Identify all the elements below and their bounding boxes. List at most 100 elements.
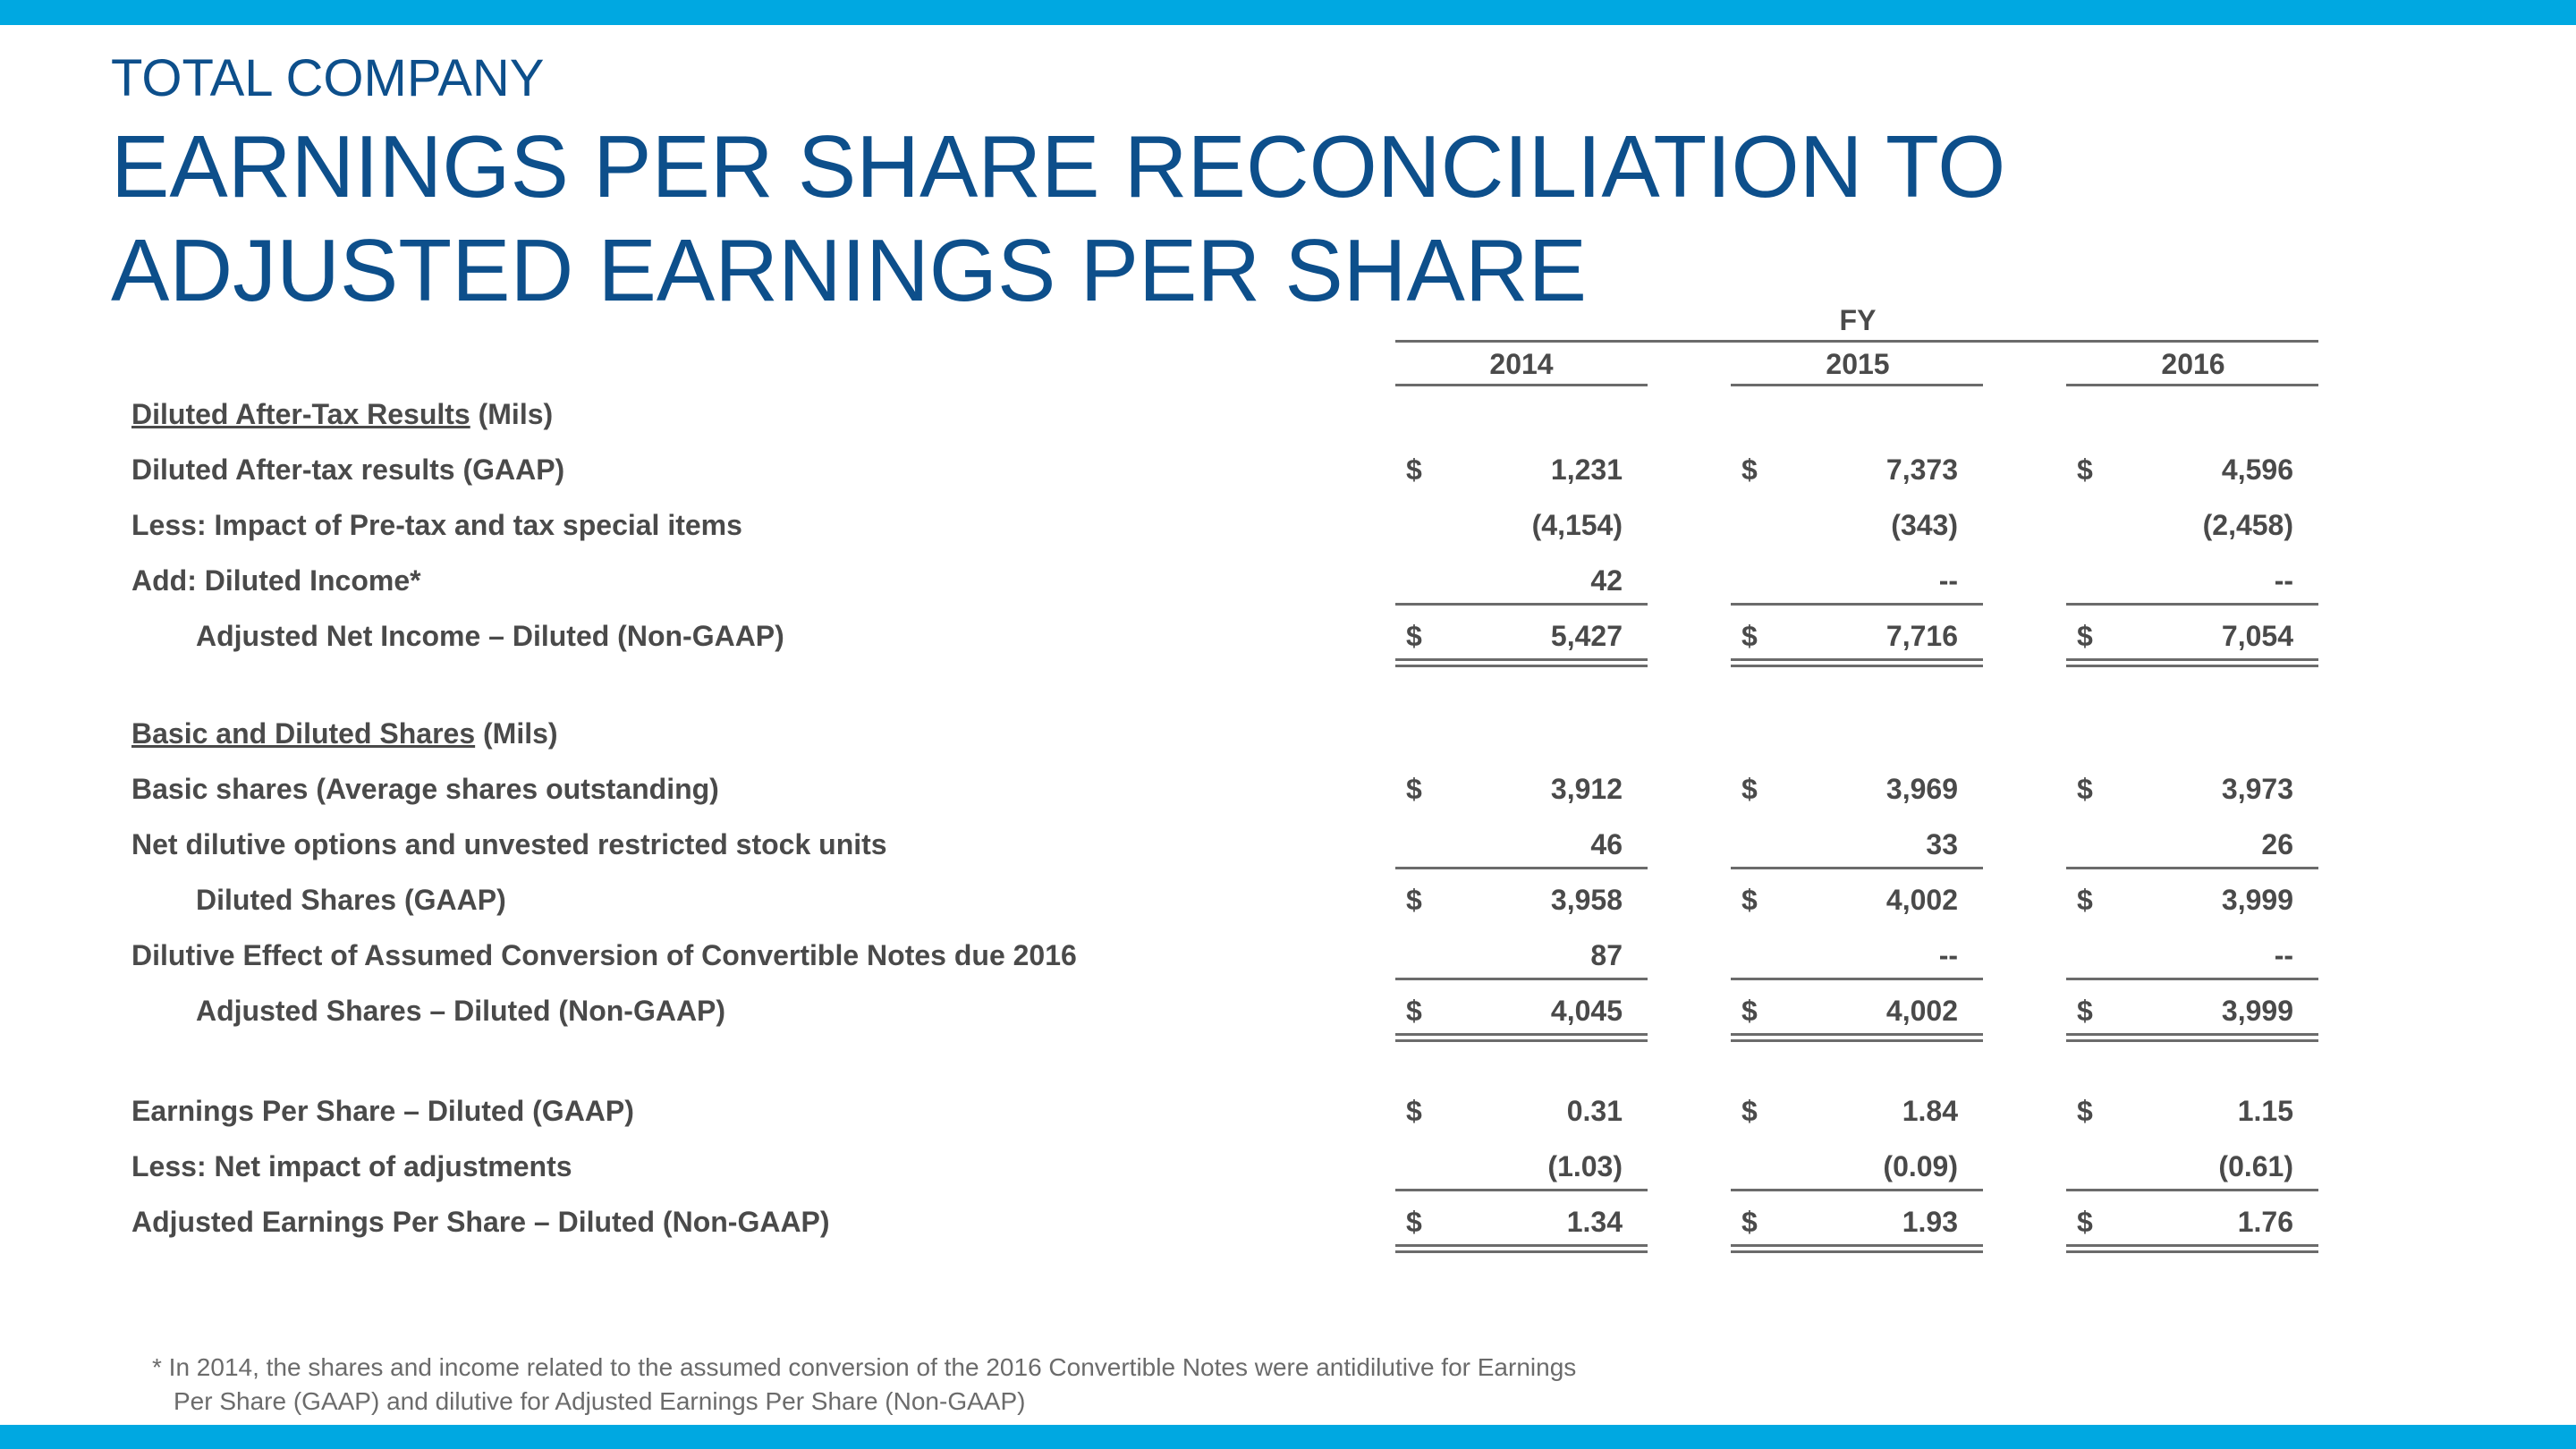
dollar-sign: $ bbox=[1406, 1095, 1422, 1127]
title-line-1: EARNINGS PER SHARE RECONCILIATION TO bbox=[111, 117, 2006, 216]
dollar-sign: $ bbox=[2077, 773, 2093, 805]
cell-value-2016: 1.15 bbox=[2237, 1095, 2293, 1127]
cell-value-2014: 0.31 bbox=[1566, 1095, 1623, 1127]
row-label: Earnings Per Share – Diluted (GAAP) bbox=[131, 1095, 634, 1127]
row-label: Net dilutive options and unvested restri… bbox=[131, 828, 887, 860]
cell-value-2014: 3,912 bbox=[1550, 773, 1623, 805]
total-double-rule bbox=[1395, 658, 1648, 667]
dollar-sign: $ bbox=[1406, 884, 1422, 916]
year-rule-2016 bbox=[2066, 384, 2318, 386]
row-label: Add: Diluted Income* bbox=[131, 564, 421, 597]
subtotal-rule bbox=[2066, 1189, 2318, 1191]
bottom-accent-bar bbox=[0, 1425, 2576, 1449]
cell-value-2016: (0.61) bbox=[2218, 1150, 2293, 1182]
cell-value-2014: 5,427 bbox=[1550, 620, 1623, 652]
total-double-rule bbox=[2066, 658, 2318, 667]
row-label: Dilutive Effect of Assumed Conversion of… bbox=[131, 939, 1077, 971]
subtotal-rule bbox=[1395, 603, 1648, 606]
cell-value-2016: 4,596 bbox=[2221, 453, 2293, 486]
total-double-rule bbox=[1395, 1033, 1648, 1042]
dollar-sign: $ bbox=[1406, 995, 1422, 1027]
dollar-sign: $ bbox=[1406, 1206, 1422, 1238]
dollar-sign: $ bbox=[1406, 453, 1422, 486]
row-label: Adjusted Net Income – Diluted (Non-GAAP) bbox=[196, 620, 784, 652]
dollar-sign: $ bbox=[1741, 1095, 1758, 1127]
row-label: Less: Net impact of adjustments bbox=[131, 1150, 572, 1182]
subtotal-rule bbox=[1731, 603, 1983, 606]
section-heading-shares-suffix: (Mils) bbox=[475, 717, 558, 750]
year-header-2014: 2014 bbox=[1489, 348, 1554, 380]
cell-value-2014: 46 bbox=[1590, 828, 1623, 860]
footnote: * In 2014, the shares and income related… bbox=[152, 1351, 1576, 1419]
dollar-sign: $ bbox=[2077, 995, 2093, 1027]
cell-value-2016: 3,973 bbox=[2221, 773, 2293, 805]
cell-value-2015: 3,969 bbox=[1885, 773, 1958, 805]
cell-value-2016: -- bbox=[2274, 564, 2293, 597]
year-header-2016: 2016 bbox=[2161, 348, 2225, 380]
subtotal-rule bbox=[1731, 867, 1983, 869]
row-label: Adjusted Shares – Diluted (Non-GAAP) bbox=[196, 995, 726, 1027]
cell-value-2016: -- bbox=[2274, 939, 2293, 971]
subtotal-rule bbox=[2066, 867, 2318, 869]
cell-value-2016: 26 bbox=[2261, 828, 2293, 860]
subtotal-rule bbox=[1731, 1189, 1983, 1191]
dollar-sign: $ bbox=[1741, 884, 1758, 916]
cell-value-2014: 4,045 bbox=[1550, 995, 1623, 1027]
cell-value-2016: 3,999 bbox=[2221, 995, 2293, 1027]
row-label: Less: Impact of Pre-tax and tax special … bbox=[131, 509, 742, 541]
top-accent-bar bbox=[0, 0, 2576, 25]
section-heading-after-tax: Diluted After-Tax Results (Mils) bbox=[131, 396, 553, 432]
cell-value-2015: -- bbox=[1938, 564, 1958, 597]
cell-value-2014: 1.34 bbox=[1566, 1206, 1623, 1238]
total-double-rule bbox=[1731, 1244, 1983, 1253]
subtotal-rule bbox=[2066, 978, 2318, 980]
page-title: EARNINGS PER SHARE RECONCILIATION TO ADJ… bbox=[111, 114, 2005, 322]
section-heading-after-tax-underlined: Diluted After-Tax Results bbox=[131, 398, 470, 430]
dollar-sign: $ bbox=[2077, 620, 2093, 652]
section-heading-shares-underlined: Basic and Diluted Shares bbox=[131, 717, 476, 750]
cell-value-2015: 1.93 bbox=[1902, 1206, 1958, 1238]
dollar-sign: $ bbox=[1406, 620, 1422, 652]
total-double-rule bbox=[2066, 1033, 2318, 1042]
cell-value-2015: 7,373 bbox=[1885, 453, 1958, 486]
cell-value-2016: 7,054 bbox=[2221, 620, 2293, 652]
total-double-rule bbox=[1731, 1033, 1983, 1042]
cell-value-2015: 4,002 bbox=[1885, 884, 1958, 916]
year-header-2015: 2015 bbox=[1826, 348, 1890, 380]
dollar-sign: $ bbox=[1741, 773, 1758, 805]
cell-value-2014: 1,231 bbox=[1550, 453, 1623, 486]
section-heading-shares: Basic and Diluted Shares (Mils) bbox=[131, 716, 558, 751]
cell-value-2014: 3,958 bbox=[1550, 884, 1623, 916]
cell-value-2015: (343) bbox=[1891, 509, 1958, 541]
dollar-sign: $ bbox=[1406, 773, 1422, 805]
section-heading-after-tax-suffix: (Mils) bbox=[470, 398, 554, 430]
cell-value-2016: 1.76 bbox=[2237, 1206, 2293, 1238]
page-supertitle: TOTAL COMPANY bbox=[111, 49, 545, 107]
cell-value-2015: (0.09) bbox=[1883, 1150, 1958, 1182]
row-label: Adjusted Earnings Per Share – Diluted (N… bbox=[131, 1206, 830, 1238]
dollar-sign: $ bbox=[2077, 1206, 2093, 1238]
cell-value-2016: (2,458) bbox=[2202, 509, 2293, 541]
year-rule-2014 bbox=[1395, 384, 1648, 386]
cell-value-2014: (4,154) bbox=[1531, 509, 1623, 541]
cell-value-2015: 1.84 bbox=[1902, 1095, 1958, 1127]
cell-value-2014: (1.03) bbox=[1547, 1150, 1623, 1182]
row-label: Diluted After-tax results (GAAP) bbox=[131, 453, 565, 486]
total-double-rule bbox=[2066, 1244, 2318, 1253]
dollar-sign: $ bbox=[1741, 453, 1758, 486]
year-rule-2015 bbox=[1731, 384, 1983, 386]
subtotal-rule bbox=[2066, 603, 2318, 606]
row-label: Diluted Shares (GAAP) bbox=[196, 884, 506, 916]
subtotal-rule bbox=[1731, 978, 1983, 980]
cell-value-2016: 3,999 bbox=[2221, 884, 2293, 916]
dollar-sign: $ bbox=[1741, 995, 1758, 1027]
cell-value-2015: 33 bbox=[1926, 828, 1958, 860]
footnote-line-1: * In 2014, the shares and income related… bbox=[152, 1353, 1577, 1381]
cell-value-2014: 42 bbox=[1590, 564, 1623, 597]
subtotal-rule bbox=[1395, 867, 1648, 869]
fy-group-label: FY bbox=[1839, 304, 1877, 336]
fy-rule bbox=[1395, 340, 2318, 343]
total-double-rule bbox=[1395, 1244, 1648, 1253]
cell-value-2015: 7,716 bbox=[1885, 620, 1958, 652]
dollar-sign: $ bbox=[1741, 1206, 1758, 1238]
